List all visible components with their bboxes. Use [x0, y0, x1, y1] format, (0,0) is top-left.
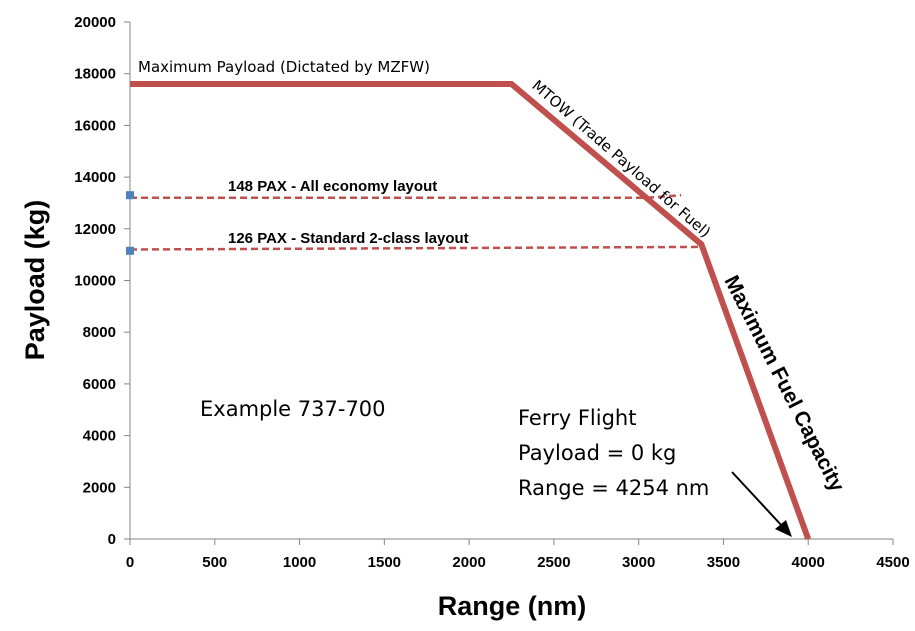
- x-tick-label: 2000: [452, 554, 485, 571]
- x-tick-label: 4000: [792, 554, 825, 571]
- y-tick-label: 12000: [74, 221, 116, 238]
- y-tick-label: 4000: [83, 428, 116, 445]
- x-tick-label: 0: [126, 554, 134, 571]
- x-tick-label: 2500: [537, 554, 570, 571]
- axes: 0200040006000800010000120001400016000180…: [74, 14, 909, 571]
- series-group: [126, 81, 812, 541]
- ferry-arrow: [731, 471, 792, 537]
- y-tick-label: 8000: [83, 324, 116, 341]
- x-tick-label: 1000: [283, 554, 316, 571]
- y-tick-label: 0: [108, 531, 116, 548]
- dashed-series-line-2: [129, 245, 702, 251]
- y-tick-label: 20000: [74, 14, 116, 31]
- x-tick-label: 500: [202, 554, 227, 571]
- y-tick-label: 2000: [83, 479, 116, 496]
- y-tick-label: 6000: [83, 376, 116, 393]
- annotation-pax126: 126 PAX - Standard 2-class layout: [228, 230, 469, 247]
- annotation-max-payload: Maximum Payload (Dictated by MZFW): [138, 58, 430, 76]
- y-tick-label: 16000: [74, 117, 116, 134]
- annotation-max-fuel: Maximum Fuel Capacity: [720, 272, 849, 496]
- x-tick-label: 3500: [707, 554, 740, 571]
- data-marker: [126, 191, 134, 200]
- annotation-ferry-range: Range = 4254 nm: [518, 476, 709, 500]
- x-axis-title: Range (nm): [438, 591, 587, 621]
- annotation-mtow: MTOW (Trade Payload for Fuel): [528, 76, 714, 241]
- payload-range-line: [130, 81, 812, 541]
- dashed-series-line-1: [130, 193, 682, 200]
- x-tick-label: 1500: [368, 554, 401, 571]
- data-marker: [126, 246, 134, 255]
- annotation-ferry-title: Ferry Flight: [518, 406, 636, 430]
- annotation-example: Example 737-700: [200, 397, 386, 421]
- annotation-ferry-payload: Payload = 0 kg: [518, 441, 676, 465]
- y-tick-label: 18000: [74, 66, 116, 83]
- annotations: Maximum Payload (Dictated by MZFW) MTOW …: [138, 58, 849, 537]
- x-tick-label: 4500: [876, 554, 909, 571]
- y-tick-label: 14000: [74, 169, 116, 186]
- y-axis-title: Payload (kg): [20, 200, 50, 361]
- y-tick-label: 10000: [74, 273, 116, 290]
- x-tick-label: 3000: [622, 554, 655, 571]
- annotation-pax148: 148 PAX - All economy layout: [228, 178, 437, 195]
